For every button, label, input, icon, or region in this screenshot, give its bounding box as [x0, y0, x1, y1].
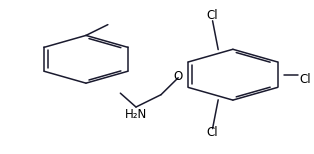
Text: H₂N: H₂N — [125, 108, 147, 121]
Text: Cl: Cl — [207, 126, 218, 139]
Text: Cl: Cl — [207, 9, 218, 22]
Text: O: O — [173, 70, 182, 83]
Text: Cl: Cl — [300, 73, 311, 86]
